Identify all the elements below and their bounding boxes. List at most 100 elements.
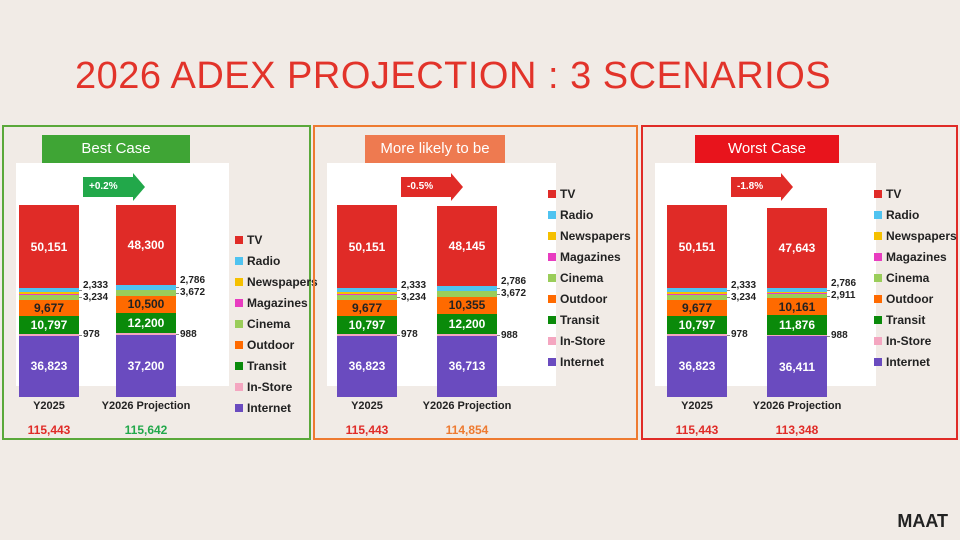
bar-segment-outdoor: 9,677 <box>337 300 397 317</box>
legend-swatch <box>874 294 882 303</box>
legend-item: Radio <box>235 250 318 271</box>
callout-leader <box>176 334 179 336</box>
bar-segment-outdoor: 10,500 <box>116 295 176 314</box>
bar-segment-transit: 10,797 <box>667 316 727 335</box>
legend-item: TV <box>548 183 631 204</box>
bar-segment-cinema <box>437 290 497 297</box>
bar-segment-magazines <box>667 294 727 295</box>
legend-label: Magazines <box>247 295 308 310</box>
bar-segment-cinema <box>667 294 727 301</box>
bar-segment-in-store <box>667 334 727 336</box>
bar-segment-radio <box>116 284 176 290</box>
bar-segment-transit: 12,200 <box>437 314 497 335</box>
legend-swatch <box>548 315 556 324</box>
legend-item: Internet <box>874 351 957 372</box>
bar-value-in-store: 988 <box>180 328 197 340</box>
legend-swatch <box>235 340 243 349</box>
legend-swatch <box>874 336 882 345</box>
bar-segment-tv: 50,151 <box>667 205 727 289</box>
legend-swatch <box>548 294 556 303</box>
legend-swatch <box>874 210 882 219</box>
bar-value-cinema: 2,911 <box>831 290 856 302</box>
bar-segment-outdoor: 9,677 <box>667 300 727 317</box>
legend-swatch <box>548 357 556 366</box>
legend-item: Internet <box>235 397 318 418</box>
scenario-title: More likely to be <box>365 135 505 163</box>
legend-label: Radio <box>886 207 920 222</box>
legend-swatch <box>874 231 882 240</box>
legend-label: Magazines <box>886 249 947 264</box>
bar-segment-in-store <box>337 334 397 336</box>
legend-item: Internet <box>548 351 631 372</box>
callout-leader <box>176 292 179 294</box>
callout-leader <box>176 287 179 289</box>
legend-item: Transit <box>874 309 957 330</box>
legend-item: Newspapers <box>874 225 957 246</box>
legend: TV Radio Newspapers Magazines Cinema Outdoor T… <box>235 229 318 418</box>
legend-label: TV <box>560 186 576 201</box>
legend-label: In-Store <box>560 333 606 348</box>
bar-segment-internet: 36,411 <box>767 336 827 397</box>
bar-value-in-store: 988 <box>831 330 848 342</box>
legend-item: Magazines <box>548 246 631 267</box>
x-axis-label: Y2025 <box>351 400 383 412</box>
bar-segment-cinema <box>767 293 827 299</box>
bar-segment-internet: 36,823 <box>19 335 79 397</box>
bar-segment-transit: 10,797 <box>19 316 79 335</box>
bar-segment-cinema <box>19 294 79 301</box>
legend-item: Transit <box>548 309 631 330</box>
legend-label: Newspapers <box>886 228 957 243</box>
bar-value-radio: 2,786 <box>501 276 527 288</box>
bar-value-cinema: 3,672 <box>501 288 527 300</box>
legend-label: TV <box>247 232 263 247</box>
legend-item: Transit <box>235 355 318 376</box>
legend-swatch <box>548 252 556 261</box>
legend-item: Radio <box>548 204 631 225</box>
callout-leader <box>497 293 500 295</box>
legend-item: In-Store <box>548 330 631 351</box>
bar-segment-outdoor: 10,161 <box>767 298 827 316</box>
bar-segment-newspapers <box>767 292 827 293</box>
bar-value-cinema: 3,234 <box>83 291 109 303</box>
callout-leader <box>397 334 400 336</box>
legend-label: Cinema <box>886 270 930 285</box>
legend-swatch <box>874 357 882 366</box>
callout-leader <box>397 297 400 299</box>
total-value: 115,443 <box>675 423 719 437</box>
total-value: 113,348 <box>775 423 819 437</box>
legend-swatch <box>235 403 243 412</box>
scenario-title: Worst Case <box>695 135 839 163</box>
bar-segment-radio <box>667 288 727 293</box>
bar-segment-magazines <box>19 294 79 295</box>
bar-value-in-store: 978 <box>401 329 418 341</box>
callout-leader <box>827 335 830 337</box>
bar-segment-tv: 48,145 <box>437 205 497 287</box>
legend-item: Radio <box>874 204 957 225</box>
bar-segment-cinema <box>337 294 397 301</box>
legend-item: TV <box>874 183 957 204</box>
legend-swatch <box>235 277 243 286</box>
legend-swatch <box>235 235 243 244</box>
x-axis-label: Y2025 <box>681 400 713 412</box>
bar-value-cinema: 3,234 <box>731 291 757 303</box>
legend-swatch <box>874 315 882 324</box>
bar-segment-radio <box>437 286 497 291</box>
scenario-panel: Best Case +0.2% 36,823 10,797 9,677 50,151 978… <box>2 125 318 440</box>
bar-value-in-store: 988 <box>501 329 518 341</box>
callout-leader <box>727 297 730 299</box>
bar-value-radio: 2,333 <box>83 279 109 291</box>
bar-segment-internet: 36,823 <box>337 335 397 397</box>
legend-item: Outdoor <box>235 334 318 355</box>
bar-segment-tv: 50,151 <box>19 205 79 289</box>
legend-label: Internet <box>247 400 292 415</box>
legend-item: Outdoor <box>874 288 957 309</box>
callout-leader <box>497 288 500 290</box>
legend-item: Cinema <box>874 267 957 288</box>
legend-item: Cinema <box>235 313 318 334</box>
bar-segment-newspapers <box>19 292 79 295</box>
bar-segment-radio <box>337 288 397 293</box>
legend-swatch <box>874 252 882 261</box>
scenario-panel: More likely to be -0.5% 36,823 10,797 9,677 5… <box>313 125 638 440</box>
legend-label: Radio <box>247 253 281 268</box>
bar-segment-transit: 10,797 <box>337 316 397 335</box>
